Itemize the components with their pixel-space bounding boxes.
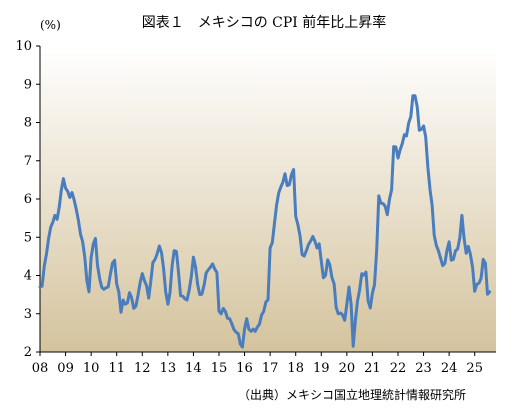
series-layer [38, 94, 492, 349]
x-tick-label: 20 [339, 361, 356, 376]
y-tick-label: 6 [24, 192, 32, 207]
y-tick-label: 7 [24, 154, 32, 169]
x-tick-label: 13 [160, 361, 177, 376]
y-unit-label: (%) [40, 18, 61, 32]
x-tick-label: 14 [185, 361, 202, 376]
source-note: （出典）メキシコ国立地理統計情報研究所 [237, 388, 466, 402]
x-tick-label: 08 [32, 361, 49, 376]
plot-area [40, 46, 496, 352]
x-tick-label: 17 [262, 361, 279, 376]
x-tick-label: 10 [83, 361, 100, 376]
x-tick-label: 21 [364, 361, 381, 376]
y-tick-label: 3 [24, 307, 32, 322]
x-tick-label: 15 [211, 361, 228, 376]
x-tick-label: 24 [441, 361, 458, 376]
x-tick-label: 22 [390, 361, 407, 376]
x-tick-label: 18 [287, 361, 304, 376]
x-tick-label: 12 [134, 361, 151, 376]
y-tick-label: 4 [24, 269, 32, 284]
y-tick-label: 10 [15, 39, 32, 54]
x-tick-label: 09 [57, 361, 74, 376]
x-tick-label: 19 [313, 361, 330, 376]
y-tick-label: 5 [24, 230, 32, 245]
cpi-series-line [38, 94, 492, 349]
y-tick-label: 9 [24, 77, 32, 92]
x-tick-label: 25 [466, 361, 483, 376]
x-tick-label: 16 [236, 361, 253, 376]
x-axis: 08 09 10 11 12 13 14 15 16 17 18 19 20 21 22 23 24 25 [32, 351, 496, 376]
x-tick-label: 11 [108, 361, 125, 376]
y-tick-label: 8 [24, 116, 32, 131]
x-tick-label: 23 [415, 361, 432, 376]
y-tick-label: 2 [24, 345, 32, 360]
chart-title: 図表１ メキシコの CPI 前年比上昇率 [141, 15, 387, 31]
y-axis: 2 3 4 5 6 7 8 9 10 [15, 39, 41, 360]
